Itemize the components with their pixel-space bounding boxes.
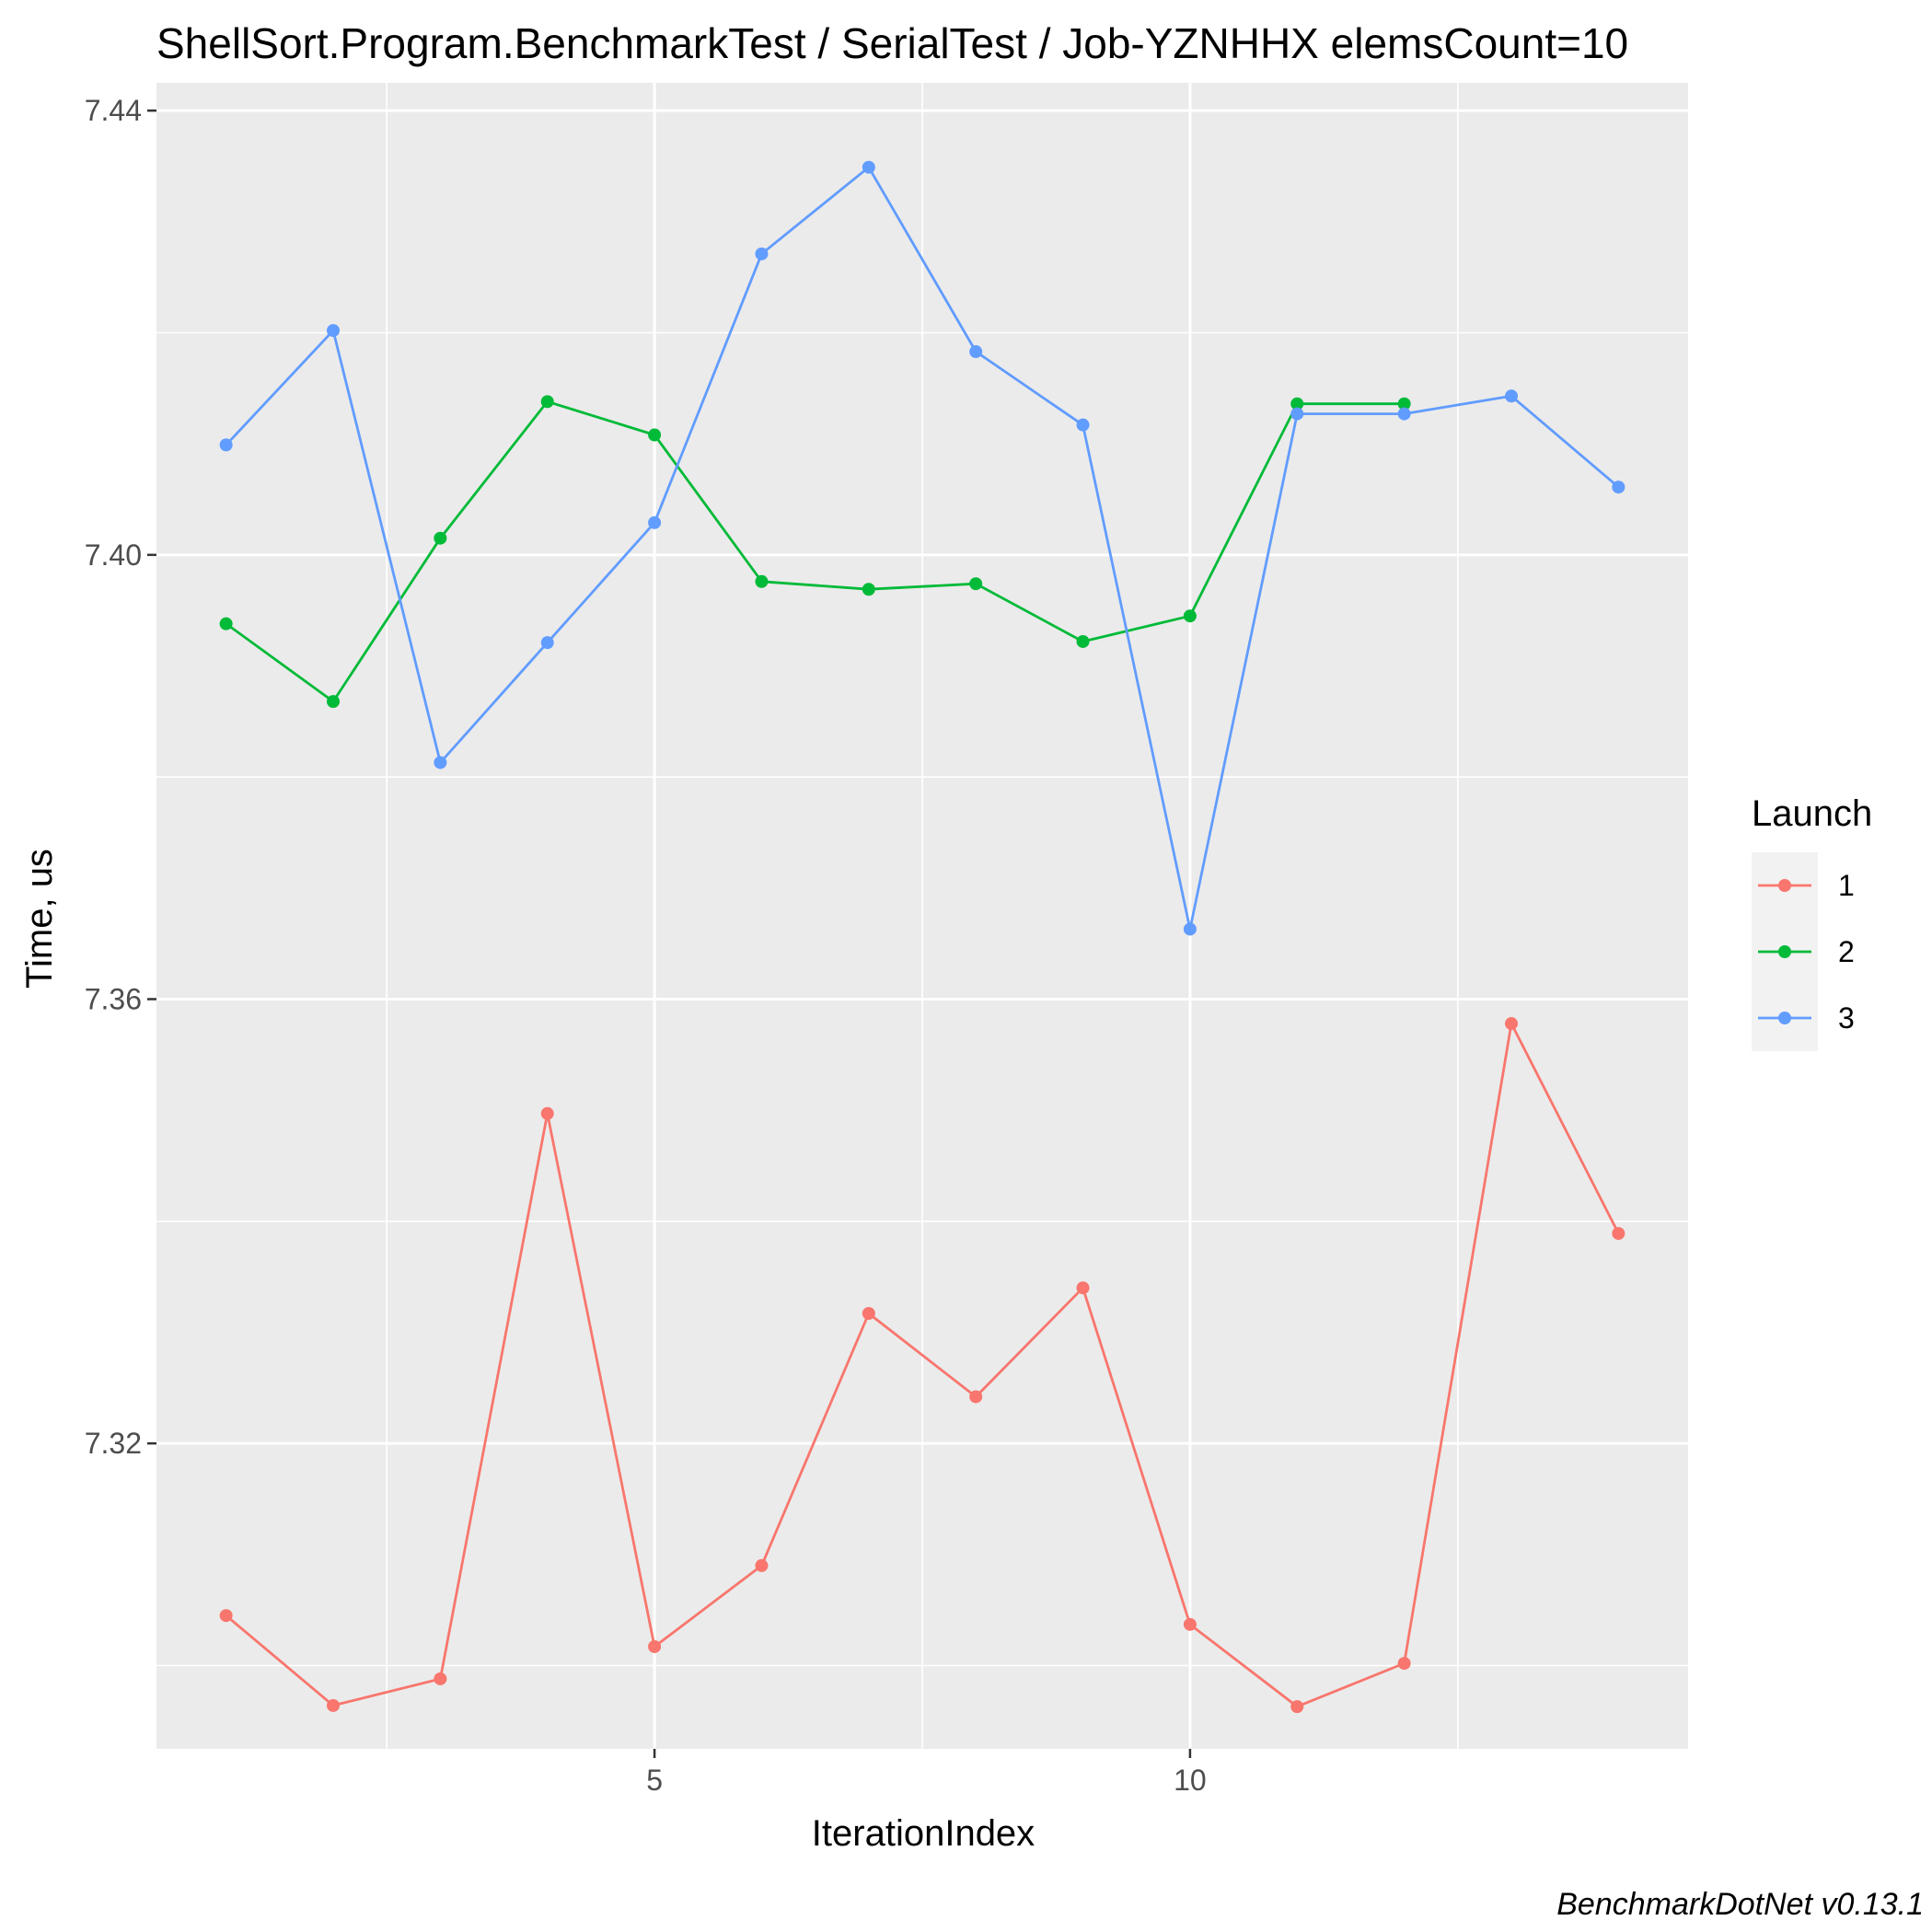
series-2-point [540,395,554,409]
series-layer [219,160,1625,1714]
series-2-point [1076,634,1090,648]
legend-label-1: 1 [1838,869,1855,902]
series-3-point [862,160,875,174]
series-3-point [1505,389,1518,403]
series-2-point [219,617,233,631]
y-axis: 7.32 7.36 7.40 7.44 [85,94,156,1460]
x-tick-label: 10 [1174,1764,1207,1797]
series-3-point [434,756,447,769]
series-2-point [434,531,447,545]
series-2-line [225,399,1405,703]
series-2-point [862,583,875,596]
series-3-point [1397,407,1411,421]
legend-label-2: 2 [1838,935,1855,968]
series-2-point [1290,397,1304,411]
series-1-point [1505,1017,1518,1031]
series-3-point [648,515,662,529]
legend-key-3-point [1778,1012,1791,1024]
series-1-line [225,1022,1620,1708]
series-1-point [648,1639,662,1653]
series-2-point [648,428,662,442]
series-1-point [1183,1617,1197,1631]
chart-title: ShellSort.Program.BenchmarkTest / Serial… [156,19,1628,67]
series-1-point [327,1698,340,1712]
series-3-point [1290,407,1304,421]
y-tick-label: 7.36 [85,983,142,1016]
series-3-line [225,166,1620,931]
y-tick-label: 7.44 [85,94,142,127]
series-1-point [540,1106,554,1120]
y-tick-label: 7.40 [85,538,142,572]
series-1-point [219,1609,233,1623]
legend-key-1-point [1778,879,1791,892]
series-3-point [969,345,983,359]
series-3-point [1076,418,1090,432]
footer-caption: BenchmarkDotNet v0.13.1 [1556,1887,1924,1922]
series-3-point [219,438,233,452]
series-2-point [327,695,340,709]
legend-title: Launch [1752,793,1872,834]
series-3-point [540,636,554,650]
series-1-point [755,1558,769,1572]
series-2-point [1183,609,1197,623]
series-1-point [862,1306,875,1320]
series-1-point [1612,1227,1625,1241]
series-3-point [327,324,340,338]
series-1-point [1076,1281,1090,1295]
series-2-point [755,574,769,588]
y-tick-label: 7.32 [85,1427,142,1460]
series-3-point [755,247,769,260]
series-1-point [1397,1657,1411,1671]
legend-key-2-point [1778,945,1791,958]
x-axis: 5 10 [646,1749,1207,1797]
series-2-point [1397,397,1411,411]
x-tick-label: 5 [646,1764,663,1797]
x-axis-title: IterationIndex [812,1813,1035,1854]
series-3-point [1183,922,1197,936]
series-3-point [1612,480,1625,494]
series-1-point [434,1672,447,1685]
legend: Launch 1 2 3 [1752,793,1872,1051]
series-2-point [969,577,983,591]
series-1-point [1290,1700,1304,1714]
minor-gridlines [156,83,1688,1749]
major-gridlines [156,83,1688,1749]
series-1-point [969,1390,983,1404]
y-axis-title: Time, us [19,849,60,989]
legend-label-3: 3 [1838,1001,1855,1035]
